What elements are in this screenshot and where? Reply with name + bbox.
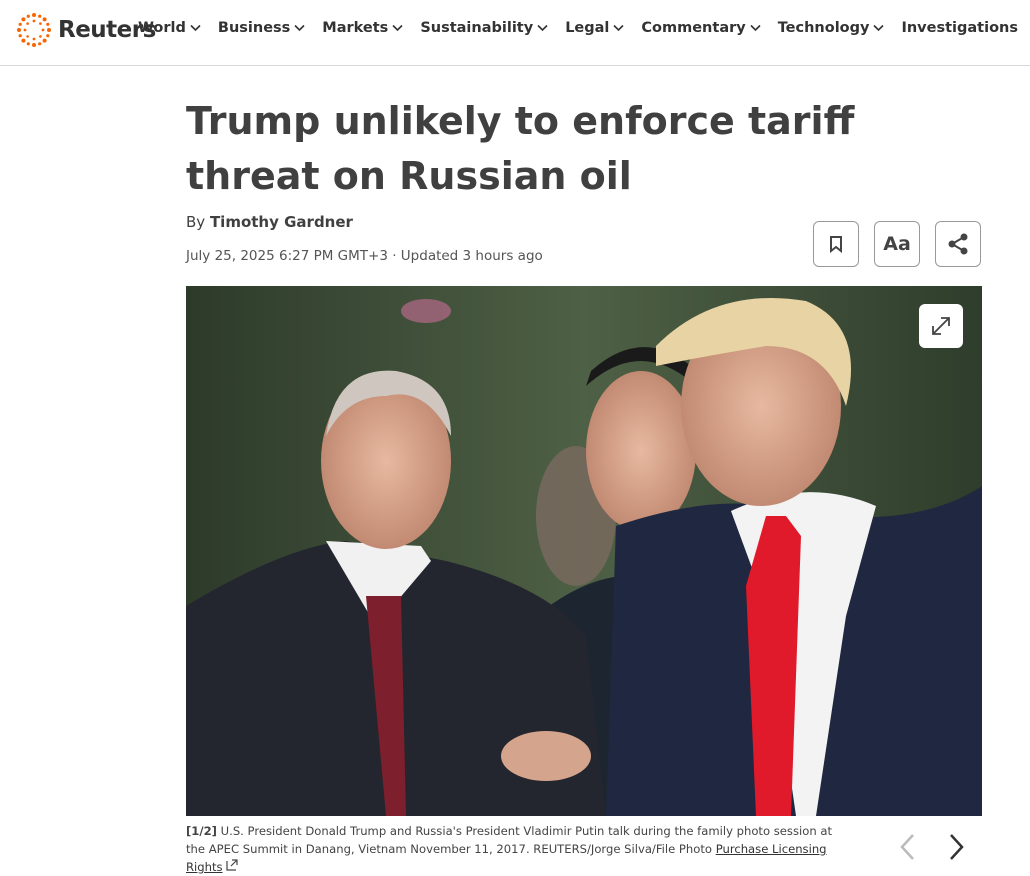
nav-item[interactable]: Sustainability [420,20,548,36]
nav-item[interactable]: Investigations [901,20,1018,36]
nav-label: Technology [777,20,870,36]
logo[interactable]: Reuters [16,12,156,48]
logo-text: Reuters [58,17,156,43]
caption-text: U.S. President Donald Trump and Russia's… [186,824,833,856]
chevron [190,24,201,32]
photo-caption: [1/2] U.S. President Donald Trump and Ru… [186,822,846,876]
text-size-button[interactable]: Aa [874,221,920,267]
dateline: July 25, 2025 6:27 PM GMT+3 · Updated 3 … [186,248,543,264]
nav-item[interactable]: Markets [322,20,403,36]
prev-arrow[interactable] [900,834,914,860]
share-icon [948,233,968,255]
headline: Trump unlikely to enforce tariff threat … [186,99,855,198]
byline: By Timothy Gardner [186,213,353,231]
next-arrow[interactable] [950,834,964,860]
nav-item[interactable]: Commentary [641,20,761,36]
photo-arrows [900,834,964,860]
nav-label: Business [217,20,291,36]
chevron [294,24,305,32]
nav-item[interactable]: Business [218,20,305,36]
chevron [873,24,885,32]
nav: World Business Markets Sustainability Legal C… [138,20,1018,36]
article-photo[interactable] [186,286,982,816]
nav-label: Commentary [641,20,746,36]
nav-label: Sustainability [420,20,534,36]
chevron [392,24,403,32]
bookmark-icon [830,236,842,253]
external-link-icon [226,859,238,871]
nav-label: Legal [565,20,610,36]
nav-label: Markets [322,20,389,36]
nav-label: World [137,20,186,36]
share-button[interactable] [935,221,981,267]
bookmark-button[interactable] [813,221,859,267]
logo-mark [17,13,51,47]
byline-prefix: By [186,213,206,231]
chevron [750,24,761,32]
chevron [537,24,548,32]
nav-item[interactable]: Technology [778,20,885,36]
nav-item[interactable]: World [138,20,201,36]
header: Reuters World Business Markets Sustainabili… [0,0,1030,66]
nav-label: Investigations [901,20,1018,36]
nav-item[interactable]: Legal [565,20,624,36]
photo-counter: [1/2] [186,824,217,838]
chevron [613,24,624,32]
author[interactable]: Timothy Gardner [209,213,353,231]
